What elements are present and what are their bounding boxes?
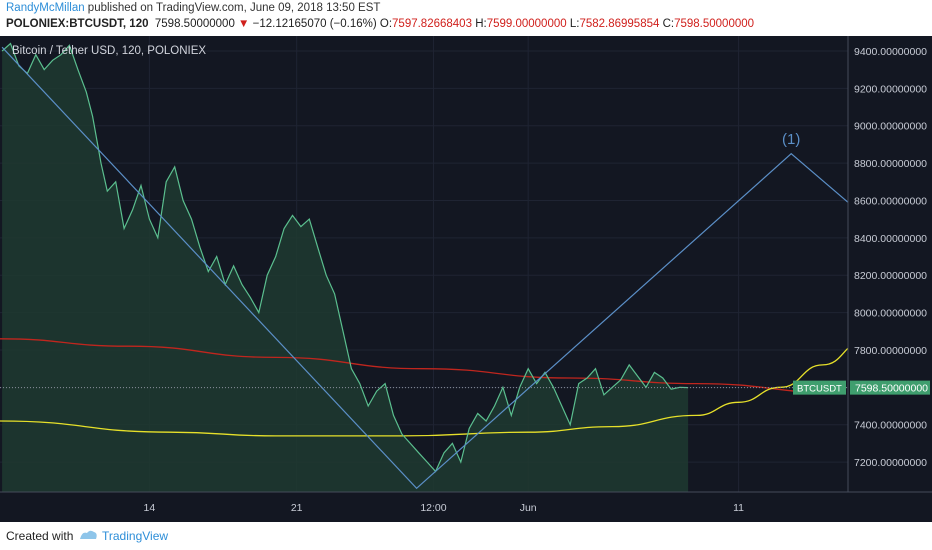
high-label: H: xyxy=(475,18,487,30)
tradingview-brand-link[interactable]: TradingView xyxy=(102,529,169,543)
tradingview-logo-icon[interactable] xyxy=(78,528,98,542)
y-tick-label: 8200.00000000 xyxy=(854,270,927,282)
wave-annotation[interactable]: (1) xyxy=(782,131,800,148)
price-axis[interactable] xyxy=(848,36,932,522)
symbol-tag-box xyxy=(793,380,846,395)
footer: Created with TradingView xyxy=(0,522,932,550)
y-tick-label: 8400.00000000 xyxy=(854,233,927,245)
y-tick-label: 7200.00000000 xyxy=(854,457,927,469)
down-arrow-icon: ▼ xyxy=(238,18,250,30)
price-tag-text: 7598.50000000 xyxy=(855,383,928,395)
close-value: 7598.50000000 xyxy=(674,18,755,30)
published-text: published on TradingView.com, June 09, 2… xyxy=(84,2,381,14)
chart-title: Bitcoin / Tether USD, 120, POLONIEX xyxy=(12,45,206,57)
yellow-projection-curve xyxy=(0,291,932,437)
created-with-text: Created with xyxy=(6,529,74,543)
trend-line-group[interactable] xyxy=(1,46,849,490)
last-price-tag: BTCUSDT 7598.50000000 xyxy=(793,380,930,395)
price-chart[interactable]: 7200.000000007400.000000007600.000000007… xyxy=(0,36,932,522)
time-axis[interactable] xyxy=(0,492,932,522)
x-tick-label: 14 xyxy=(144,502,156,514)
y-tick-label: 8600.00000000 xyxy=(854,195,927,207)
price-line-group xyxy=(1,42,689,473)
open-value: 7597.82668403 xyxy=(392,18,472,30)
author-link[interactable]: RandyMcMillan xyxy=(6,2,85,14)
x-tick-label: Jun xyxy=(520,502,537,514)
y-tick-label: 9000.00000000 xyxy=(854,121,927,133)
price-tag-box xyxy=(850,380,930,395)
y-tick-label: 9400.00000000 xyxy=(854,46,927,58)
low-label: L: xyxy=(569,18,580,30)
symbol-tag-text: BTCUSDT xyxy=(797,384,842,395)
y-tick-label: 9200.00000000 xyxy=(854,83,927,95)
x-tick-label: 21 xyxy=(291,502,303,514)
close-label: C: xyxy=(662,18,675,30)
open-label: O: xyxy=(379,18,393,30)
publish-info: RandyMcMillan published on TradingView.c… xyxy=(6,2,380,14)
elliott-trend-line[interactable] xyxy=(1,46,849,490)
indicator-curves xyxy=(0,291,932,437)
price-line xyxy=(1,42,689,473)
low-value: 7582.86995854 xyxy=(579,18,660,30)
y-tick-label: 8000.00000000 xyxy=(854,308,927,320)
symbol-label: POLONIEX:BTCUSDT, 120 xyxy=(6,18,149,30)
y-tick-label: 7400.00000000 xyxy=(854,420,927,432)
x-tick-label: 11 xyxy=(733,502,744,514)
change-value: −12.12165070 (−0.16%) xyxy=(252,18,377,30)
ohlc-bar: POLONIEX:BTCUSDT, 120 7598.50000000 ▼ −1… xyxy=(6,18,754,30)
x-tick-label: 12:00 xyxy=(420,502,446,514)
y-tick-label: 8800.00000000 xyxy=(854,158,927,170)
red-moving-average-curve xyxy=(0,338,844,394)
last-price: 7598.50000000 xyxy=(154,18,235,30)
high-value: 7599.00000000 xyxy=(486,18,567,30)
chart-area[interactable]: 7200.000000007400.000000007600.000000007… xyxy=(0,36,932,522)
x-tick-labels: 14 21 12:00 Jun 11 xyxy=(144,502,745,514)
price-area xyxy=(2,43,689,492)
y-tick-label: 7800.00000000 xyxy=(854,345,927,357)
